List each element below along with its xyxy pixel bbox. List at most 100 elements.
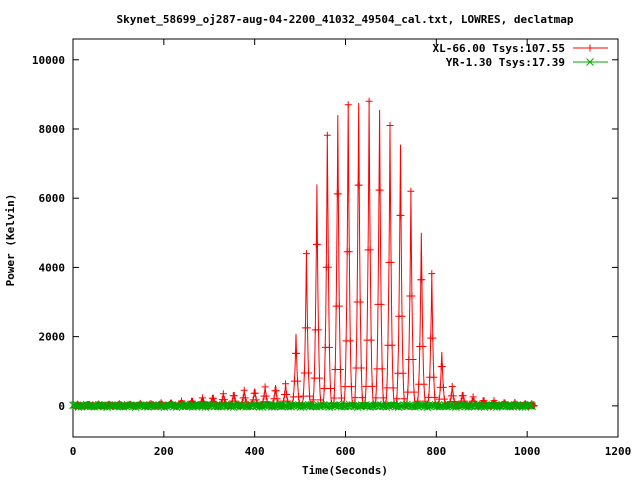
series-xl-point [438,362,446,370]
legend-label: XL-66.00 Tsys:107.55 [433,42,565,55]
series-xl-point [378,365,386,373]
y-tick-label: 2000 [39,331,66,344]
y-tick-label: 0 [58,400,65,413]
series-xl-point [315,374,323,382]
series-xl-point [448,382,456,390]
series-xl-point [299,392,307,400]
series-xl-point [356,298,364,306]
series-xl-point [306,392,314,400]
y-axis-label: Power (Kelvin) [4,194,17,287]
series-xl-point [362,382,370,390]
series-yr-point [165,401,174,410]
series-xl-point [198,394,206,402]
series-xl-point [418,276,426,284]
series-xl-point [209,394,217,402]
series-xl-point [358,394,366,402]
series-layer [69,97,538,412]
series-xl-point [366,246,374,254]
series-xl-point [220,396,228,404]
series-xl-point [272,387,280,395]
series-xl-point [379,394,387,402]
series-xl-point [305,369,313,377]
series-xl-point [323,131,331,139]
series-xl-point [431,393,439,401]
series-xl-point [330,394,338,402]
series-yr-point [408,402,417,411]
series-xl-point [303,324,311,332]
x-tick-label: 1200 [605,445,632,458]
series-xl-point [399,369,407,377]
x-tick-label: 800 [426,445,446,458]
series-xl-point [398,312,406,320]
series-xl-point [430,373,438,381]
series-xl-point [324,263,332,271]
series-xl-point [282,380,290,388]
series-xl-point [393,395,401,403]
series-xl [71,97,538,410]
series-xl-point [262,392,270,400]
series-xl-point [345,248,353,256]
series-xl-point [357,364,365,372]
series-xl-point [230,392,238,400]
series-xl-point [283,391,291,399]
series-xl-point [347,383,355,391]
series-yr-point [528,402,537,410]
series-xl-point [341,383,349,391]
series-xl-point [376,186,384,194]
series-xl-point [313,240,321,248]
series-xl-point [469,393,477,401]
y-tick-label: 10000 [32,54,65,67]
series-yr-point [465,402,474,410]
series-xl-point [387,258,395,266]
series-xl-point [372,394,380,402]
x-axis: 0 200 400 600 800 1000 1200 [70,39,632,458]
legend-marker [586,44,594,52]
series-xl-point [367,336,375,344]
series-yr-point [437,402,445,411]
series-xl-point [368,382,376,390]
series-yr [69,400,537,412]
series-xl-point [251,389,259,397]
series-xl-point [408,292,416,300]
x-tick-label: 600 [336,445,356,458]
series-xl-point [449,392,457,400]
y-tick-label: 8000 [39,123,66,136]
y-axis: 0 2000 4000 6000 8000 10000 [32,54,618,413]
series-yr-point [272,402,280,410]
series-xl-point [320,385,328,393]
series-xl-point [428,270,436,278]
x-tick-label: 0 [70,445,77,458]
series-xl-point [302,250,310,258]
series-xl-point [410,388,418,396]
series-xl-point [294,377,302,385]
y-tick-label: 4000 [39,261,66,274]
series-xl-point [377,300,385,308]
legend-label: YR-1.30 Tsys:17.39 [446,56,565,69]
series-xl-point [334,190,342,198]
series-xl-point [388,341,396,349]
series-xl-point [386,122,394,130]
series-xl-point [336,366,344,374]
series-xl-point [314,326,322,334]
series-xl-point [261,383,269,391]
series-xl-point [240,386,248,394]
series-xl-point [219,390,227,398]
series-xl-point [425,393,433,401]
x-tick-label: 1000 [514,445,541,458]
series-xl-point [429,334,437,342]
series-xl-point [337,394,345,402]
series-xl-point [407,187,415,195]
series-xl-point [365,97,373,105]
x-axis-label: Time(Seconds) [302,464,388,477]
series-xl-point [309,396,317,404]
series-xl-point [419,342,427,350]
series-xl-point [326,385,334,393]
series-xl-point [389,384,397,392]
series-xl-point [346,337,354,345]
series-xl-point [241,394,249,402]
series-xl-point [397,211,405,219]
series-yr-point [194,401,203,410]
legend-marker [586,58,594,66]
